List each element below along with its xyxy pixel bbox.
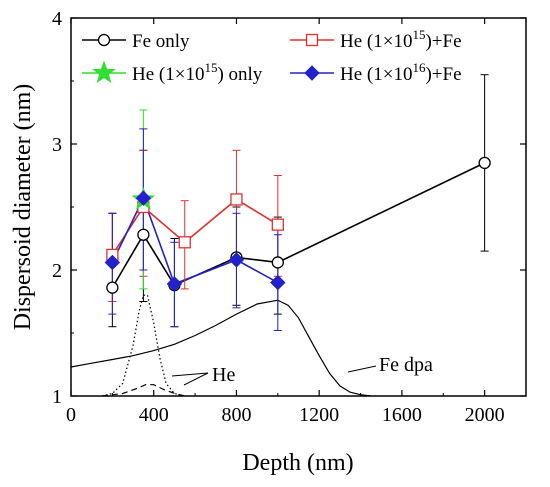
legend-item-2: He (1×1015) only bbox=[82, 60, 263, 85]
data-point-3-2 bbox=[166, 276, 183, 292]
data-point-0-1 bbox=[137, 228, 150, 241]
fe-dpa-annotation: Fe dpa bbox=[379, 354, 433, 376]
data-markers bbox=[104, 156, 491, 294]
y-axis-label: Dispersoid diameter (nm) bbox=[10, 84, 36, 331]
series-line-3 bbox=[111, 196, 279, 285]
legend-item-0: Fe only bbox=[82, 31, 190, 52]
data-point-3-0 bbox=[104, 254, 121, 271]
x-tick-label-0: 0 bbox=[66, 404, 76, 426]
legend-marker bbox=[97, 33, 111, 47]
series-lines bbox=[111, 162, 485, 289]
annotations: He Fe dpa bbox=[171, 354, 433, 386]
legend-label: He (1×1015)+Fe bbox=[340, 27, 462, 52]
x-tick-label-2: 800 bbox=[221, 404, 251, 426]
fe-dpa-arrow bbox=[347, 365, 377, 373]
x-tick-label-1: 400 bbox=[139, 404, 169, 426]
x-tick-label-5: 2000 bbox=[465, 404, 505, 426]
x-tick-label-3: 1200 bbox=[299, 404, 339, 426]
legend-label: He (1×1016)+Fe bbox=[340, 60, 462, 85]
axis-ticks bbox=[70, 17, 526, 397]
legend-marker bbox=[305, 33, 319, 47]
y-tick-label-1: 2 bbox=[52, 260, 62, 282]
data-point-0-4 bbox=[271, 256, 284, 269]
data-point-3-3 bbox=[228, 252, 245, 268]
data-point-1-2 bbox=[178, 236, 191, 249]
data-point-1-4 bbox=[271, 218, 284, 231]
legend-item-3: He (1×1016)+Fe bbox=[290, 60, 462, 85]
profile-curves bbox=[70, 294, 371, 397]
data-point-0-5 bbox=[478, 156, 491, 170]
legend-item-1: He (1×1015)+Fe bbox=[290, 27, 462, 52]
he-annotation: He bbox=[212, 364, 235, 386]
y-tick-label-3: 4 bbox=[52, 8, 62, 30]
error-bars bbox=[108, 74, 489, 331]
data-point-1-3 bbox=[230, 193, 243, 206]
y-tick-label-0: 1 bbox=[52, 386, 62, 408]
legend-label: He (1×1015) only bbox=[132, 60, 263, 85]
legend-label: Fe only bbox=[132, 31, 190, 52]
legend-marker bbox=[304, 65, 320, 81]
data-point-3-1 bbox=[135, 190, 152, 206]
profile-curve-1 bbox=[101, 294, 185, 397]
profile-curve-0 bbox=[70, 299, 371, 397]
data-point-3-4 bbox=[270, 274, 286, 291]
x-axis-label: Depth (nm) bbox=[242, 450, 353, 476]
data-point-0-0 bbox=[106, 281, 119, 294]
profile-curve-2 bbox=[101, 384, 187, 397]
legend-marker bbox=[92, 60, 116, 84]
y-tick-label-2: 3 bbox=[52, 134, 62, 156]
tick-labels: 0 400 800 1200 1600 2000 1 2 3 4 bbox=[52, 8, 505, 426]
he-arrow-2 bbox=[171, 372, 209, 377]
legend: Fe only He (1×1015)+Fe He (1×1015) only He … bbox=[82, 27, 462, 85]
x-tick-label-4: 1600 bbox=[382, 404, 422, 426]
he-arrow-1 bbox=[183, 372, 209, 386]
